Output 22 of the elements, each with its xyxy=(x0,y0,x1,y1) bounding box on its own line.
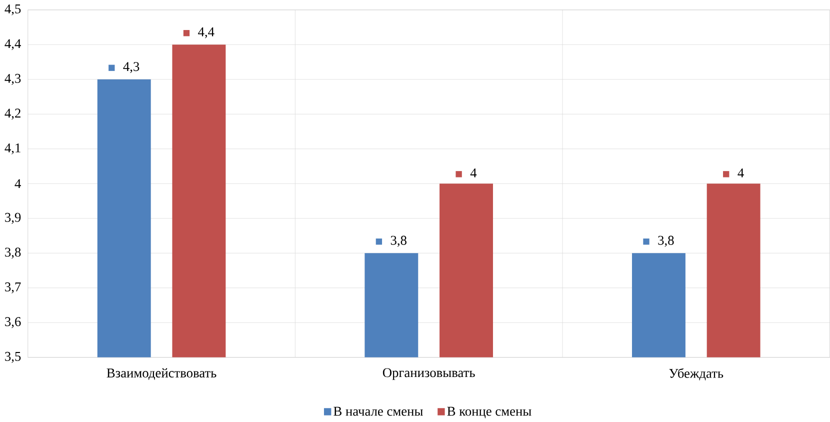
y-tick-label: 4,5 xyxy=(4,4,21,16)
data-label: 4,4 xyxy=(198,28,214,38)
data-label: 4 xyxy=(738,168,744,178)
y-tick-label: 4,3 xyxy=(4,74,21,85)
y-tick-label: 3,8 xyxy=(5,248,21,259)
y-tick-label: 3,6 xyxy=(5,317,21,328)
legend-label: В начале смены xyxy=(334,406,423,416)
y-tick-label: 4,2 xyxy=(4,108,20,120)
y-tick-label: 3,5 xyxy=(5,352,21,363)
y-tick-label: 4,4 xyxy=(4,39,21,50)
data-label: 3,8 xyxy=(390,236,406,247)
x-tick-label: Организовывать xyxy=(382,368,475,380)
y-tick-label: 3,7 xyxy=(5,282,21,294)
data-label: 4,3 xyxy=(123,62,140,74)
y-tick-label: 3,9 xyxy=(5,213,21,224)
y-tick-label: 4,1 xyxy=(4,144,20,154)
data-label: 4 xyxy=(470,168,477,178)
x-tick-label: Взаимодействовать xyxy=(106,368,216,380)
data-label: 3,8 xyxy=(658,236,674,247)
legend-label: В конце смены xyxy=(447,406,532,418)
x-tick-label: Убеждать xyxy=(669,368,724,380)
y-tick-label: 4 xyxy=(14,179,21,188)
